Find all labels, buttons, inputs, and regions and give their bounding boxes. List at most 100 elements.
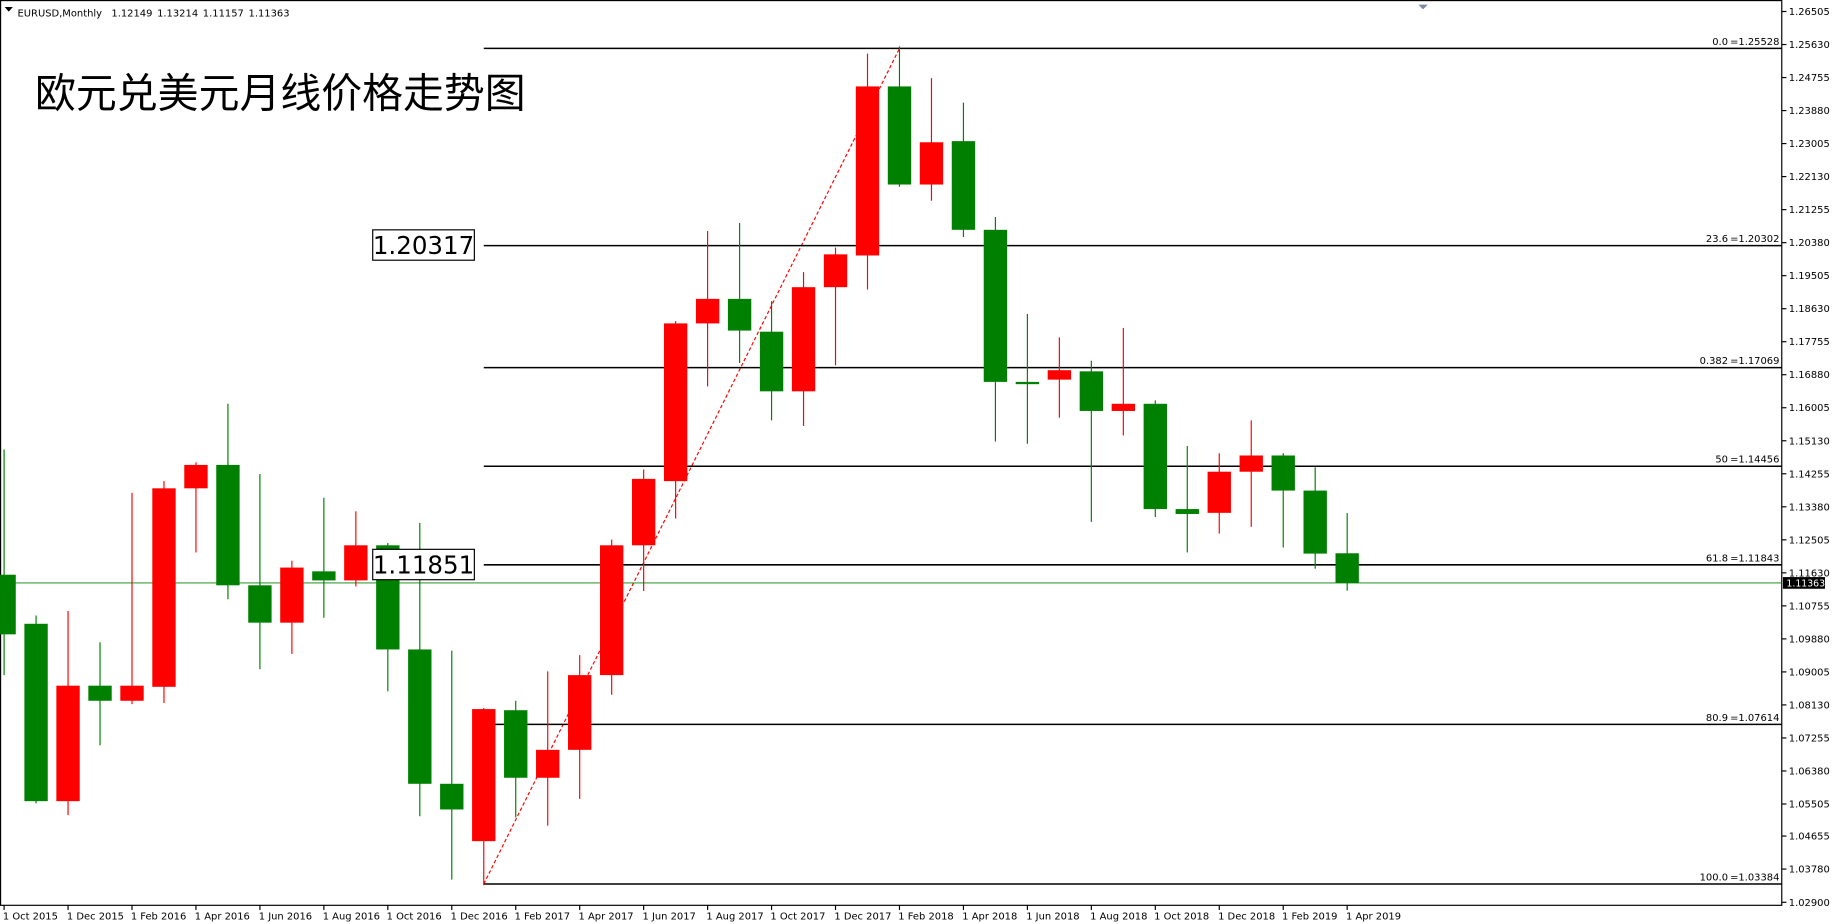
candle-body	[1015, 381, 1040, 385]
annotation-label: 1.20317	[373, 231, 474, 260]
fib-level-price: =1.17069	[1730, 356, 1779, 367]
x-tick-label: 1 Apr 2019	[1346, 911, 1401, 922]
fib-level-price: =1.14456	[1730, 455, 1779, 466]
candle-body	[504, 710, 528, 778]
candle-body	[1271, 455, 1295, 491]
candle-body	[152, 488, 176, 687]
candle-body	[631, 478, 656, 546]
fib-level-name: 0.0	[1712, 37, 1728, 48]
candle-body	[568, 675, 592, 750]
shift-marker	[1418, 4, 1428, 10]
candle-body	[727, 298, 752, 331]
chart-header: EURUSD,Monthly 1.12149 1.13214 1.11157 1.113…	[18, 8, 290, 19]
x-tick-label: 1 Feb 2016	[131, 911, 186, 922]
candle-body	[1335, 553, 1359, 583]
x-tick-label: 1 Feb 2018	[898, 911, 953, 922]
y-tick-label: 1.23880	[1789, 106, 1830, 117]
symbol: EURUSD,Monthly	[18, 8, 103, 19]
candle-body	[1047, 370, 1072, 380]
header-high: 1.13214	[157, 8, 198, 19]
x-tick-label: 1 Aug 2017	[706, 911, 763, 922]
plot-frame	[0, 0, 1783, 906]
x-tick-label: 1 Oct 2016	[387, 911, 442, 922]
x-tick-label: 1 Oct 2018	[1154, 911, 1209, 922]
candle-body	[983, 229, 1008, 382]
candle-body	[759, 331, 784, 392]
y-tick-label: 1.04655	[1789, 832, 1830, 843]
candle-body	[951, 141, 976, 230]
y-tick-label: 1.12505	[1789, 535, 1830, 546]
x-tick-label: 1 Dec 2018	[1218, 911, 1275, 922]
x-tick-label: 1 Feb 2019	[1282, 911, 1337, 922]
candle-body	[791, 287, 816, 392]
candle-body	[1207, 471, 1231, 513]
y-tick-label: 1.09880	[1789, 634, 1830, 645]
x-tick-label: 1 Apr 2018	[962, 911, 1017, 922]
candle-body	[280, 567, 304, 623]
annotation-label: 1.11851	[373, 550, 474, 579]
candle-body	[472, 709, 496, 842]
candle-body	[1175, 509, 1199, 514]
fib-level-price: =1.07614	[1730, 713, 1779, 724]
y-tick-label: 1.06380	[1789, 766, 1830, 777]
candle-body	[663, 323, 688, 482]
fib-level-name: 61.8	[1706, 553, 1728, 564]
y-tick-label: 1.23005	[1789, 139, 1830, 150]
fib-level-name: 80.9	[1706, 713, 1728, 724]
candle-body	[88, 685, 112, 701]
fib-level-name: 100.0	[1700, 873, 1728, 884]
candle-body	[216, 464, 240, 586]
y-tick-label: 1.16005	[1789, 403, 1830, 414]
y-tick-label: 1.14255	[1789, 469, 1830, 480]
candle-body	[184, 464, 208, 489]
candle-body	[1143, 403, 1167, 510]
annotation-box	[372, 548, 475, 581]
y-tick-label: 1.16880	[1789, 370, 1830, 381]
fib-level-price: =1.11843	[1730, 553, 1779, 564]
x-tick-label: 1 Dec 2015	[67, 911, 124, 922]
x-tick-label: 1 Aug 2018	[1090, 911, 1147, 922]
fib-level-price: =1.25528	[1730, 37, 1779, 48]
fib-trend-line	[483, 48, 901, 885]
y-tick-label: 1.26505	[1789, 7, 1830, 18]
header-low: 1.11157	[203, 8, 244, 19]
candle-body	[24, 623, 48, 802]
y-tick-label: 1.08130	[1789, 700, 1830, 711]
y-tick-label: 1.25630	[1789, 40, 1830, 51]
fib-level-price: =1.20302	[1730, 234, 1779, 245]
candle-body	[120, 685, 144, 701]
fib-level-price: =1.03384	[1730, 873, 1779, 884]
candle-body	[56, 685, 80, 802]
candle-body	[695, 298, 720, 324]
candle-body	[0, 574, 16, 635]
candle-body	[855, 86, 880, 256]
chart-title: 欧元兑美元月线价格走势图	[35, 69, 526, 117]
candle-body	[408, 649, 432, 784]
candle-body	[823, 254, 848, 288]
y-tick-label: 1.19505	[1789, 271, 1830, 282]
y-tick-label: 1.11630	[1789, 568, 1830, 579]
candle-body	[1303, 490, 1327, 554]
x-tick-label: 1 Apr 2017	[579, 911, 634, 922]
y-tick-label: 1.18630	[1789, 304, 1830, 315]
x-tick-label: 1 Apr 2016	[195, 911, 250, 922]
candle-body	[1239, 455, 1263, 472]
annotation-box	[372, 229, 475, 261]
y-tick-label: 1.03780	[1789, 865, 1830, 876]
y-tick-label: 1.05505	[1789, 799, 1830, 810]
candle-body	[440, 783, 464, 810]
x-tick-label: 1 Aug 2016	[323, 911, 380, 922]
y-tick-label: 1.10755	[1789, 601, 1830, 612]
candle-body	[919, 142, 944, 185]
x-tick-label: 1 Jun 2016	[259, 911, 312, 922]
x-tick-label: 1 Feb 2017	[515, 911, 570, 922]
fib-level-name: 0.382	[1700, 356, 1728, 367]
candle-body	[1111, 403, 1136, 411]
x-tick-label: 1 Oct 2017	[770, 911, 825, 922]
y-tick-label: 1.15130	[1789, 436, 1830, 447]
candle-body	[1079, 371, 1104, 411]
y-tick-label: 1.21255	[1789, 205, 1830, 216]
